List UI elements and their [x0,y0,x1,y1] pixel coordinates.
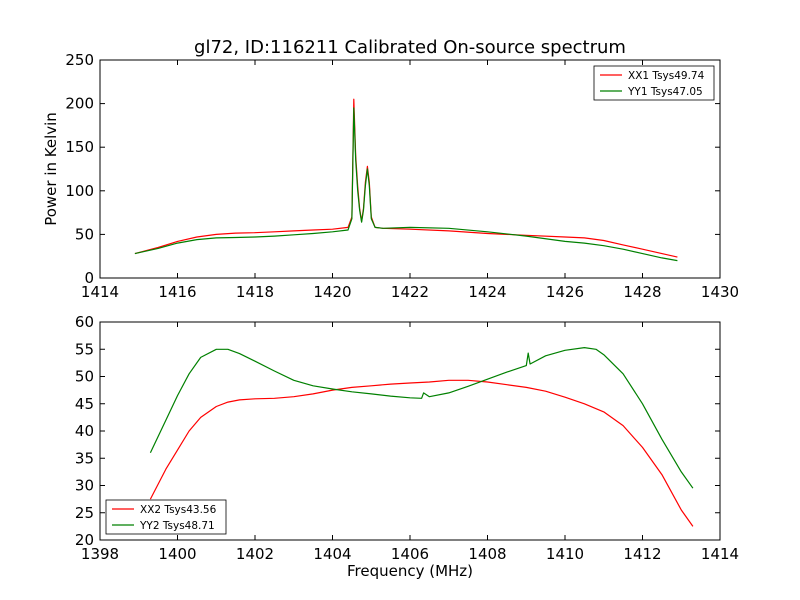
bottom-y-tick-label: 60 [75,313,94,331]
bottom-y-tick-label: 45 [75,395,94,413]
bottom-ticks: 1398 1400 1402 1404 1406 1408 1410 1412 1414 20 25… [75,313,739,563]
top-x-tick-label: 1420 [313,283,351,301]
bottom-x-tick-label: 1412 [623,545,661,563]
x-axis-label-bottom: Frequency (MHz) [347,562,473,580]
bottom-x-tick-label: 1402 [236,545,274,563]
bottom-x-tick-label: 1404 [313,545,351,563]
legend-box-bottom [105,499,227,535]
bottom-y-tick-label: 50 [75,368,94,386]
bottom-y-tick-label: 35 [75,449,94,467]
top-y-tick-label: 150 [65,138,94,156]
top-series-lines [134,98,678,262]
bottom-x-tick-label: 1408 [468,545,506,563]
top-y-tick-label: 0 [84,269,94,287]
plot-frame-bottom [99,321,721,541]
bottom-x-tick-label: 1410 [546,545,584,563]
top-y-tick-label: 100 [65,182,94,200]
top-x-tick-label: 1426 [546,283,584,301]
bottom-y-tick-label: 30 [75,477,94,495]
bottom-y-tick-label: 25 [75,504,94,522]
bottom-y-tick-label: 40 [75,422,94,440]
top-x-tick-label: 1424 [468,283,506,301]
legend-label-xx1: XX1 Tsys49.74 [628,70,705,82]
bottom-x-tick-label: 1414 [701,545,739,563]
bottom-series-line-yy2 [149,347,694,489]
top-x-tick-label: 1416 [158,283,196,301]
bottom-x-tick-label: 1398 [81,545,119,563]
bottom-x-tick-label: 1406 [391,545,429,563]
top-x-tick-label: 1418 [236,283,274,301]
top-y-tick-label: 200 [65,95,94,113]
legend-top: XX1 Tsys49.74 YY1 Tsys47.05 [593,65,715,101]
bottom-y-tick-label: 55 [75,340,94,358]
bottom-series-lines [149,347,694,527]
chart-bottom: 1398 1400 1402 1404 1406 1408 1410 1412 1414 20 25… [75,313,739,580]
chart-title: gl72, ID:116211 Calibrated On-source spe… [194,37,626,58]
legend-label-yy1: YY1 Tsys47.05 [627,86,703,98]
chart-top: gl72, ID:116211 Calibrated On-source spe… [42,37,739,301]
legend-bottom: XX2 Tsys43.56 YY2 Tsys48.71 [105,499,227,535]
bottom-x-tick-label: 1400 [158,545,196,563]
top-x-tick-label: 1430 [701,283,739,301]
top-ticks: 1414 1416 1418 1420 1422 1424 1426 1428 1430 0 50 1… [65,51,739,301]
top-x-tick-label: 1414 [81,283,119,301]
bottom-series-line-xx2 [149,379,694,527]
legend-label-yy2: YY2 Tsys48.71 [139,520,215,532]
top-x-tick-label: 1428 [623,283,661,301]
top-y-tick-label: 250 [65,51,94,69]
legend-label-xx2: XX2 Tsys43.56 [140,504,217,516]
top-series-line-yy1 [134,107,678,262]
top-y-tick-label: 50 [75,225,94,243]
plot-frame-top [99,59,721,279]
bottom-y-tick-label: 20 [75,531,94,549]
y-axis-label-top: Power in Kelvin [42,112,60,226]
top-x-tick-label: 1422 [391,283,429,301]
legend-box-top [593,65,715,101]
